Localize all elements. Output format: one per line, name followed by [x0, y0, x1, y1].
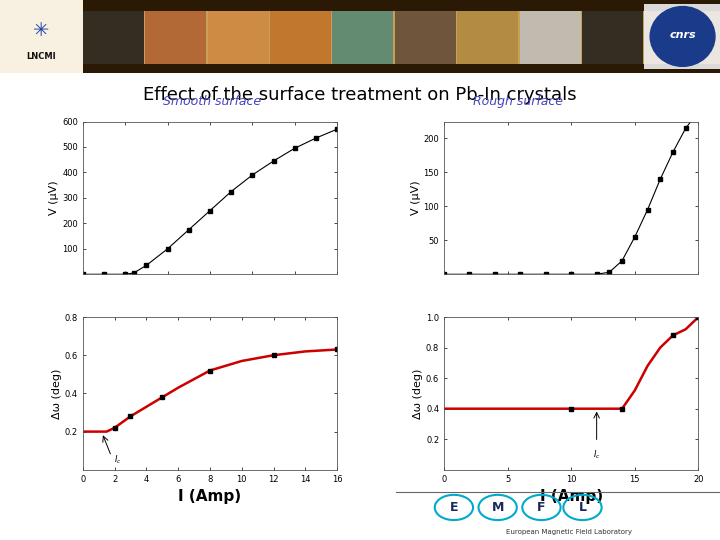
Text: Effect of the surface treatment on Pb-In crystals: Effect of the surface treatment on Pb-In…	[143, 85, 577, 104]
Bar	[270, 11, 331, 64]
Ellipse shape	[650, 6, 715, 66]
Text: ✳: ✳	[33, 21, 49, 40]
Bar	[395, 11, 456, 64]
Bar	[145, 11, 206, 64]
Bar	[0, 0, 83, 73]
Y-axis label: V (μV): V (μV)	[410, 180, 420, 215]
Text: M: M	[492, 501, 504, 514]
Text: LNCMI: LNCMI	[26, 52, 56, 62]
Text: Rough surface: Rough surface	[474, 95, 563, 108]
Y-axis label: V (μV): V (μV)	[49, 180, 59, 215]
Text: $I_c$: $I_c$	[114, 453, 122, 465]
Bar	[457, 11, 518, 64]
Bar	[207, 11, 269, 64]
Text: cnrs: cnrs	[670, 30, 696, 40]
Bar	[83, 11, 144, 64]
Y-axis label: Δω (deg): Δω (deg)	[52, 368, 62, 418]
Bar	[582, 11, 643, 64]
Text: Smooth surface: Smooth surface	[163, 95, 261, 108]
X-axis label: I (Amp): I (Amp)	[540, 489, 603, 504]
Bar	[520, 11, 580, 64]
X-axis label: I (Amp): I (Amp)	[179, 489, 241, 504]
Bar	[333, 11, 393, 64]
Text: L: L	[578, 501, 587, 514]
Bar	[0, 64, 720, 73]
Y-axis label: Δω (deg): Δω (deg)	[413, 368, 423, 418]
Text: E: E	[449, 501, 458, 514]
Text: F: F	[537, 501, 546, 514]
Text: European Magnetic Field Laboratory: European Magnetic Field Laboratory	[505, 529, 632, 535]
Text: $I_c$: $I_c$	[593, 449, 600, 461]
Bar	[0, 0, 720, 11]
Bar	[644, 4, 720, 69]
